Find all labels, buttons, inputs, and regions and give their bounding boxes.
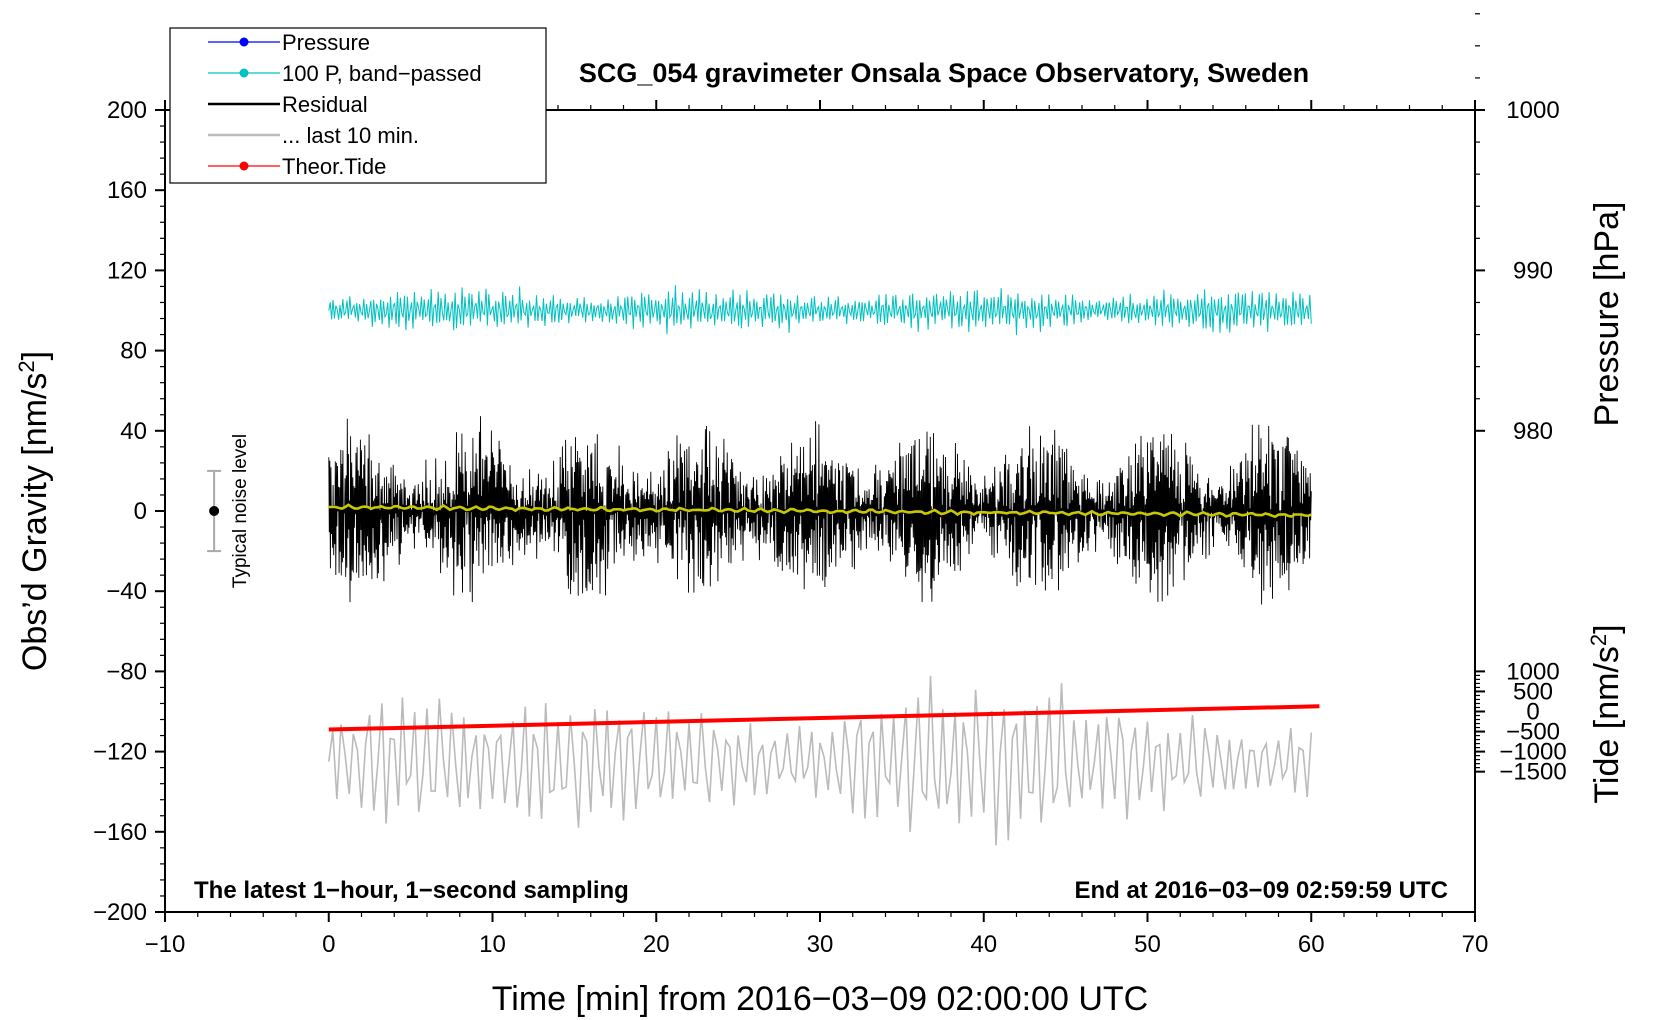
x-axis-title: Time [min] from 2016−03−09 02:00:00 UTC (492, 980, 1148, 1018)
legend-label: Residual (282, 92, 368, 117)
y-axis-title-left-text: Obs’d Gravity [nm/s (16, 373, 54, 672)
series-residual-smoothed-line (328, 503, 1312, 519)
legend: Pressure 100 P, band−passed Residual ... la… (169, 27, 547, 184)
legend-marker (239, 37, 249, 47)
series-band-passed-line (328, 285, 1312, 336)
series-residual-line (328, 416, 1312, 605)
y-axis-title-left-sup: 2 (14, 360, 39, 372)
tide-tick-label: 500 (1513, 678, 1553, 705)
y-tick-label-left: −200 (93, 899, 147, 926)
tide-tick-label: −1000 (1499, 739, 1566, 766)
y-tick-label-left: −120 (93, 739, 147, 766)
x-tick-label: 20 (643, 931, 670, 958)
series-last-10-min-line (328, 675, 1313, 846)
tide-tick-label: 1000 (1506, 658, 1559, 685)
y-tick-label-left: 120 (107, 257, 147, 284)
y-axis-title-left: Obs’d Gravity [nm/s2] (14, 351, 54, 671)
legend-label: Theor.Tide (282, 154, 386, 179)
y-axis-title-tide: Tide [nm/s2] (1586, 624, 1626, 803)
axis-layer: −10 0 10 20 30 40 50 60 70 −200 −160 −120 −80 −40 0 40 8… (93, 13, 1567, 958)
legend-marker (239, 161, 249, 171)
y-axis-title-tide-sup: 2 (1586, 634, 1611, 646)
x-tick-label: 0 (322, 931, 335, 958)
noise-label: Typical noise level (230, 434, 251, 588)
x-tick-label: 10 (479, 931, 506, 958)
y-tick-label-left: 160 (107, 177, 147, 204)
legend-label: Pressure (282, 30, 370, 55)
x-tick-label: 50 (1134, 931, 1161, 958)
noise-marker: Typical noise level (207, 434, 251, 588)
x-tick-label: 40 (970, 931, 997, 958)
series-theor-tide-line (328, 704, 1320, 732)
x-tick-label: 60 (1298, 931, 1325, 958)
legend-label: ... last 10 min. (282, 123, 419, 148)
y-axis-title-pressure: Pressure [hPa] (1588, 202, 1626, 427)
x-tick-label: −10 (145, 931, 186, 958)
y-tick-label-left: 80 (120, 338, 147, 365)
pressure-tick-label: 990 (1513, 257, 1553, 284)
annotation-left: The latest 1−hour, 1−second sampling (194, 877, 629, 904)
tide-tick-label: 0 (1526, 699, 1539, 726)
y-axis-title-tide-tail: ] (1588, 624, 1626, 633)
y-tick-label-left: 0 (134, 498, 147, 525)
legend-box (169, 27, 547, 184)
series-layer (328, 285, 1320, 846)
tide-tick-label: −1500 (1499, 759, 1566, 786)
pressure-tick-label: 1000 (1506, 97, 1559, 124)
y-tick-label-left: 40 (120, 418, 147, 445)
y-tick-label-left: 200 (107, 97, 147, 124)
tide-tick-label: −500 (1506, 719, 1560, 746)
legend-marker (239, 68, 249, 78)
y-tick-label-left: −160 (93, 819, 147, 846)
y-axis-title-left-tail: ] (16, 351, 54, 360)
noise-center-dot (209, 506, 220, 516)
x-tick-label: 70 (1462, 931, 1489, 958)
y-tick-label-left: −40 (106, 578, 147, 605)
y-axis-title-tide-text: Tide [nm/s (1588, 646, 1626, 803)
pressure-tick-label: 980 (1513, 418, 1553, 445)
chart-title: SCG_054 gravimeter Onsala Space Observat… (579, 58, 1309, 88)
x-tick-label: 30 (807, 931, 834, 958)
y-tick-label-left: −80 (106, 658, 147, 685)
legend-label: 100 P, band−passed (282, 61, 482, 86)
annotation-right: End at 2016−03−09 02:59:59 UTC (1074, 877, 1448, 904)
